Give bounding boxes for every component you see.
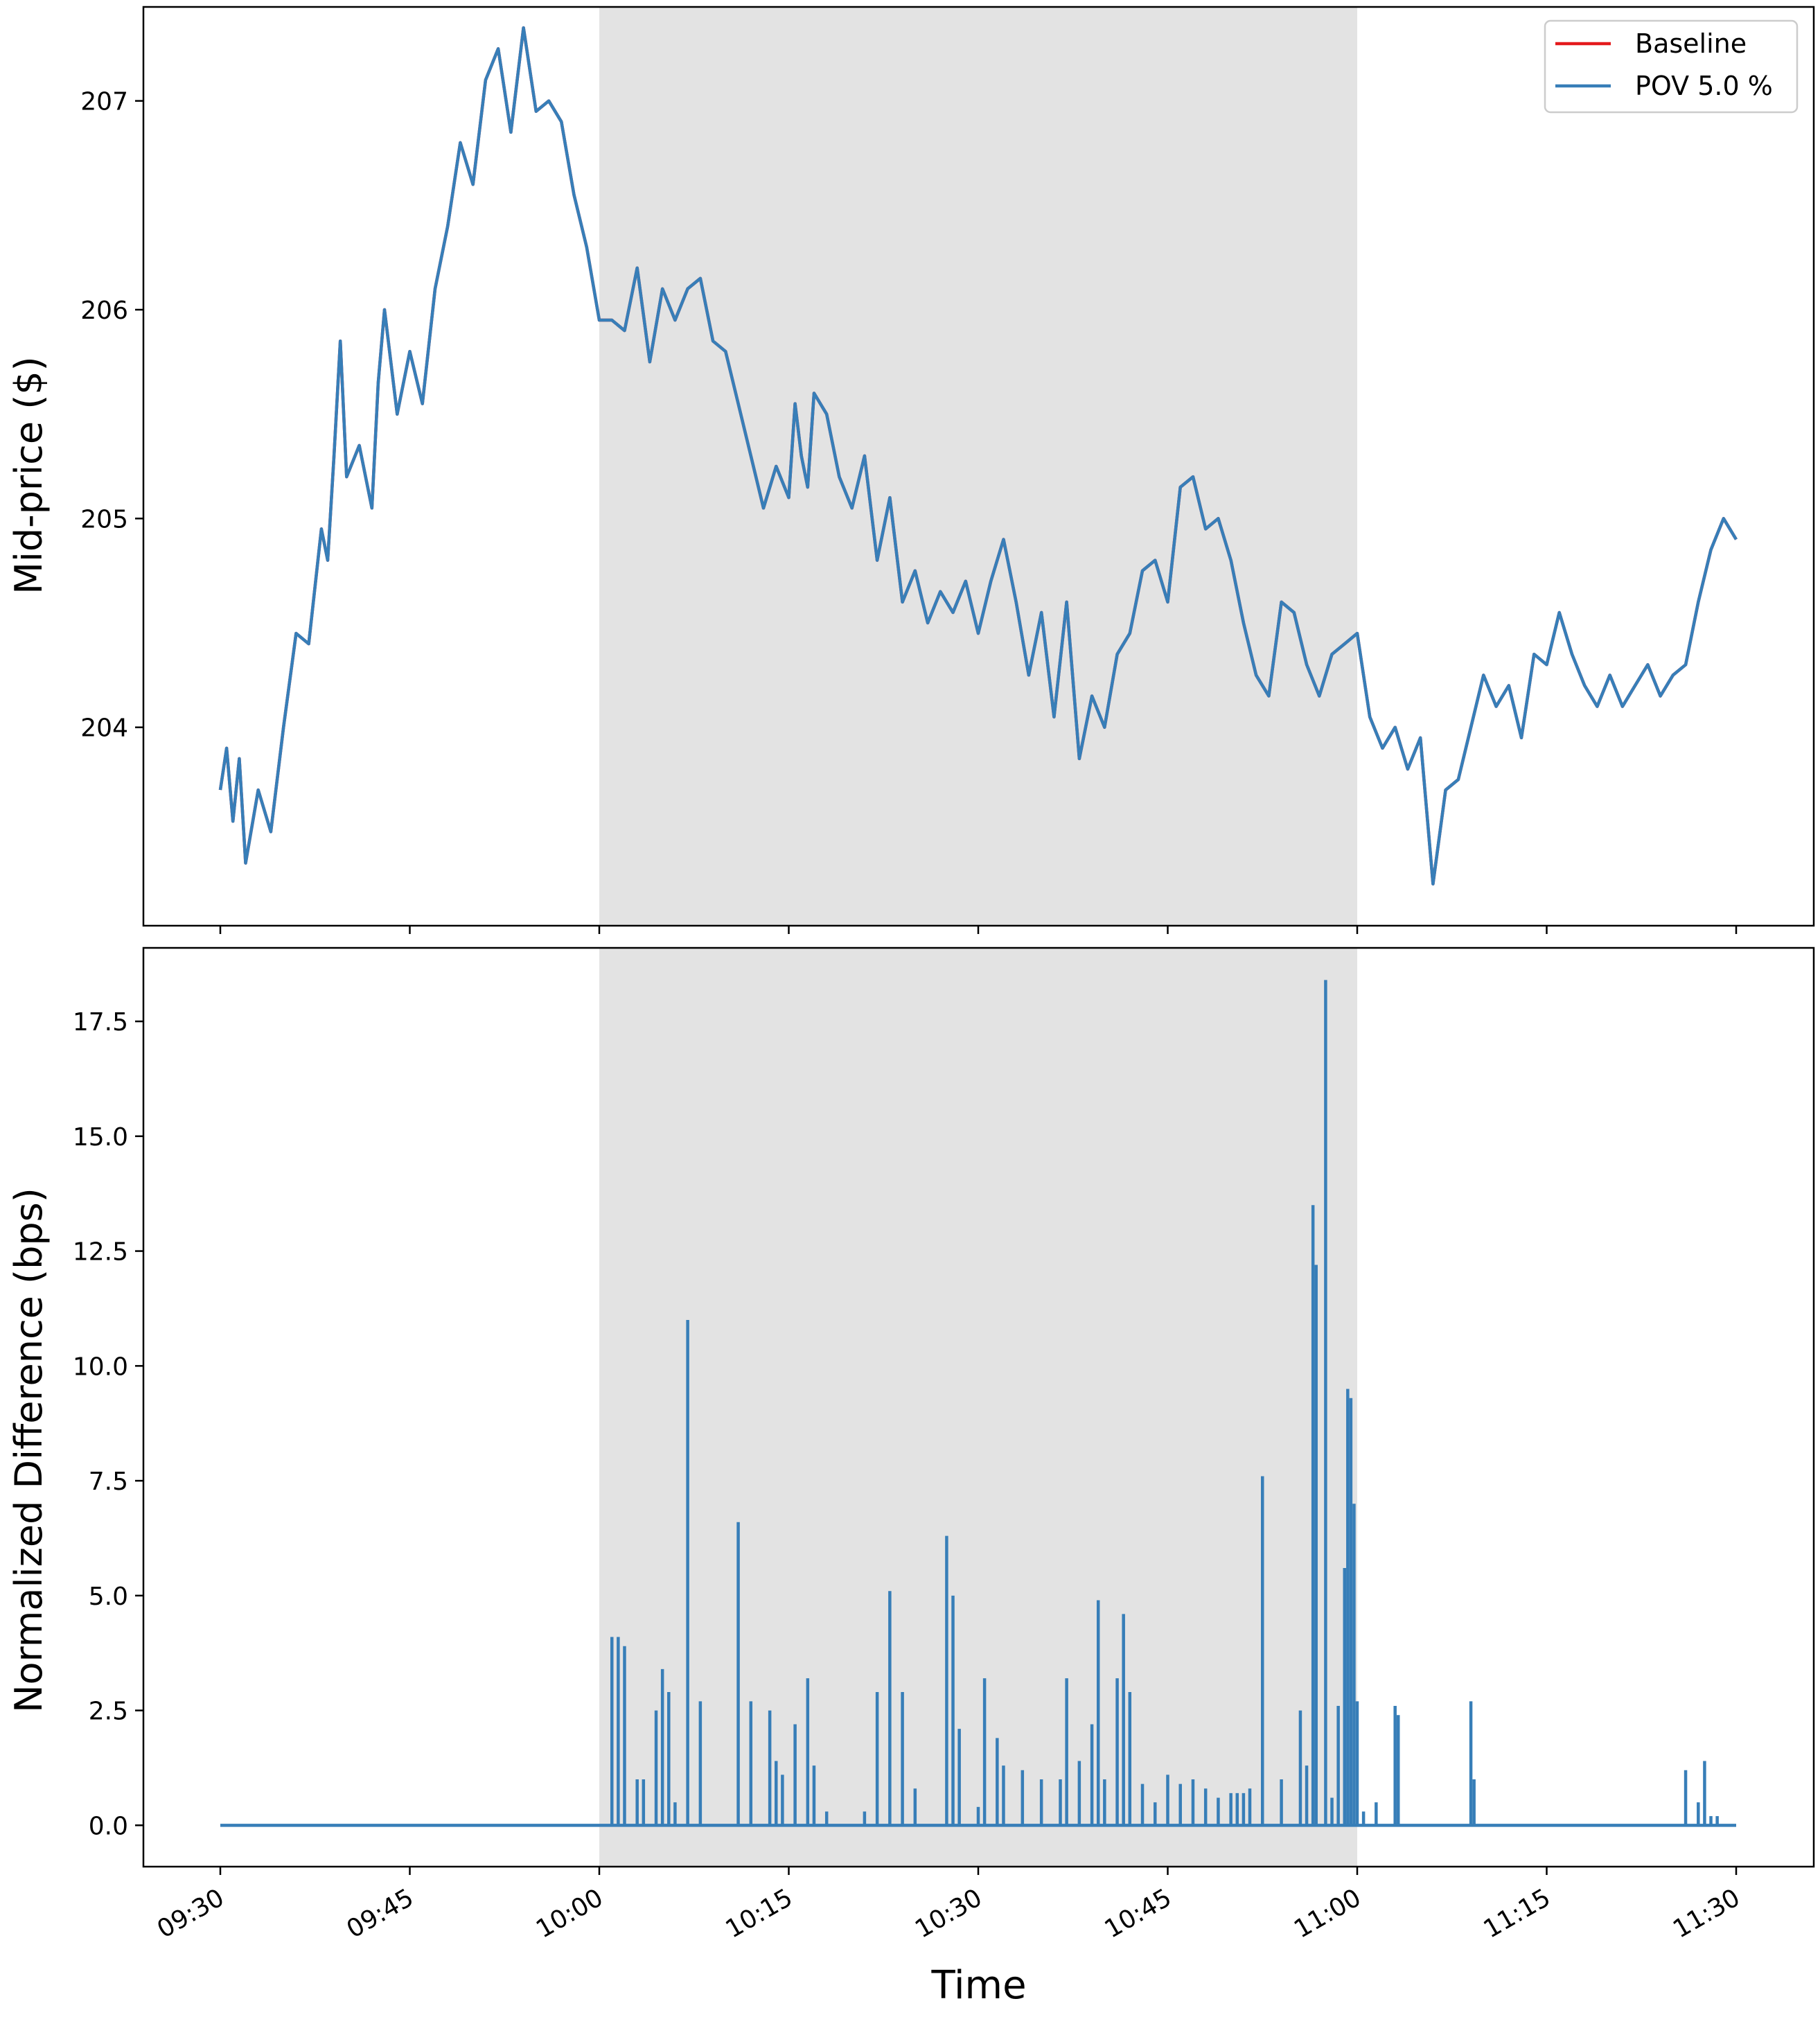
price-panel: 204 205 206 207 Mid-price ($) Baseline POV … [7,6,1815,934]
difference-y-tick-label: 0.0 [89,1812,128,1840]
price-axis-label: Mid-price ($) [7,356,51,594]
difference-y-ticks: 0.0 2.5 5.0 7.5 10.0 12.5 15.0 17.5 [73,1008,143,1840]
legend: Baseline POV 5.0 % [1544,19,1799,114]
price-y-tick-label: 205 [80,505,128,534]
difference-y-tick-label: 7.5 [89,1468,128,1496]
difference-y-tick-label: 5.0 [89,1583,128,1611]
price-series-group [218,26,1738,886]
difference-series-group [220,980,1736,1827]
legend-baseline-label: Baseline [1635,28,1747,59]
legend-pov-label: POV 5.0 % [1635,71,1773,101]
difference-y-tick-label: 12.5 [73,1238,128,1267]
difference-panel-highlight-span [599,948,1357,1867]
difference-axis-label: Normalized Difference (bps) [7,1188,51,1713]
price-y-tick-label: 204 [80,714,128,743]
price-y-ticks: 204 205 206 207 [80,88,143,743]
price-y-tick-label: 207 [80,88,128,116]
time-axis-label: Time [930,1963,1026,2008]
price-x-ticks [219,926,1738,934]
price-y-tick-label: 206 [80,297,128,325]
difference-y-tick-label: 2.5 [89,1698,128,1726]
price-panel-highlight-span [599,7,1357,926]
difference-y-tick-label: 15.0 [73,1123,128,1152]
difference-y-tick-label: 10.0 [73,1353,128,1381]
price-series-line-pov [218,26,1738,886]
difference-y-tick-label: 17.5 [73,1008,128,1037]
